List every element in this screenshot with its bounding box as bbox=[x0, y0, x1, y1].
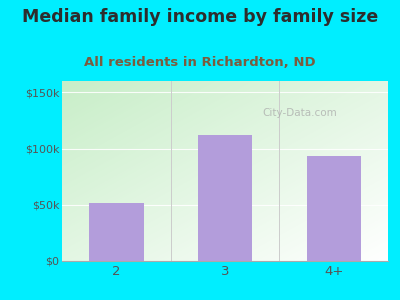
Bar bbox=[89, 202, 144, 261]
Bar bbox=[306, 156, 361, 261]
Text: City-Data.com: City-Data.com bbox=[263, 108, 337, 118]
Text: Median family income by family size: Median family income by family size bbox=[22, 8, 378, 26]
Bar bbox=[198, 135, 252, 261]
Text: All residents in Richardton, ND: All residents in Richardton, ND bbox=[84, 56, 316, 68]
